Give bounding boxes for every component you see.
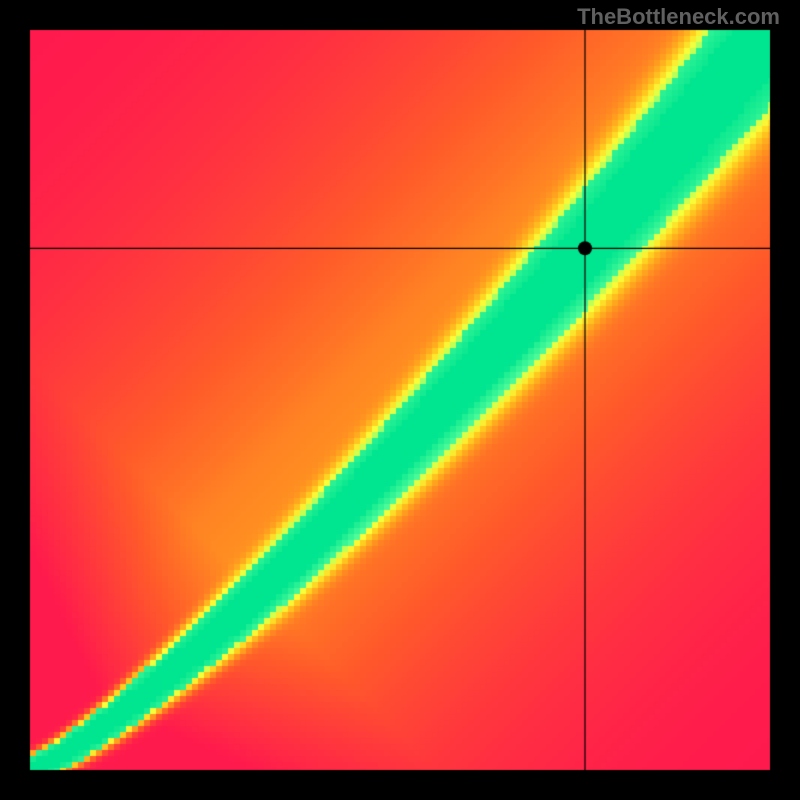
- watermark-text: TheBottleneck.com: [577, 4, 780, 30]
- bottleneck-heatmap: [0, 0, 800, 800]
